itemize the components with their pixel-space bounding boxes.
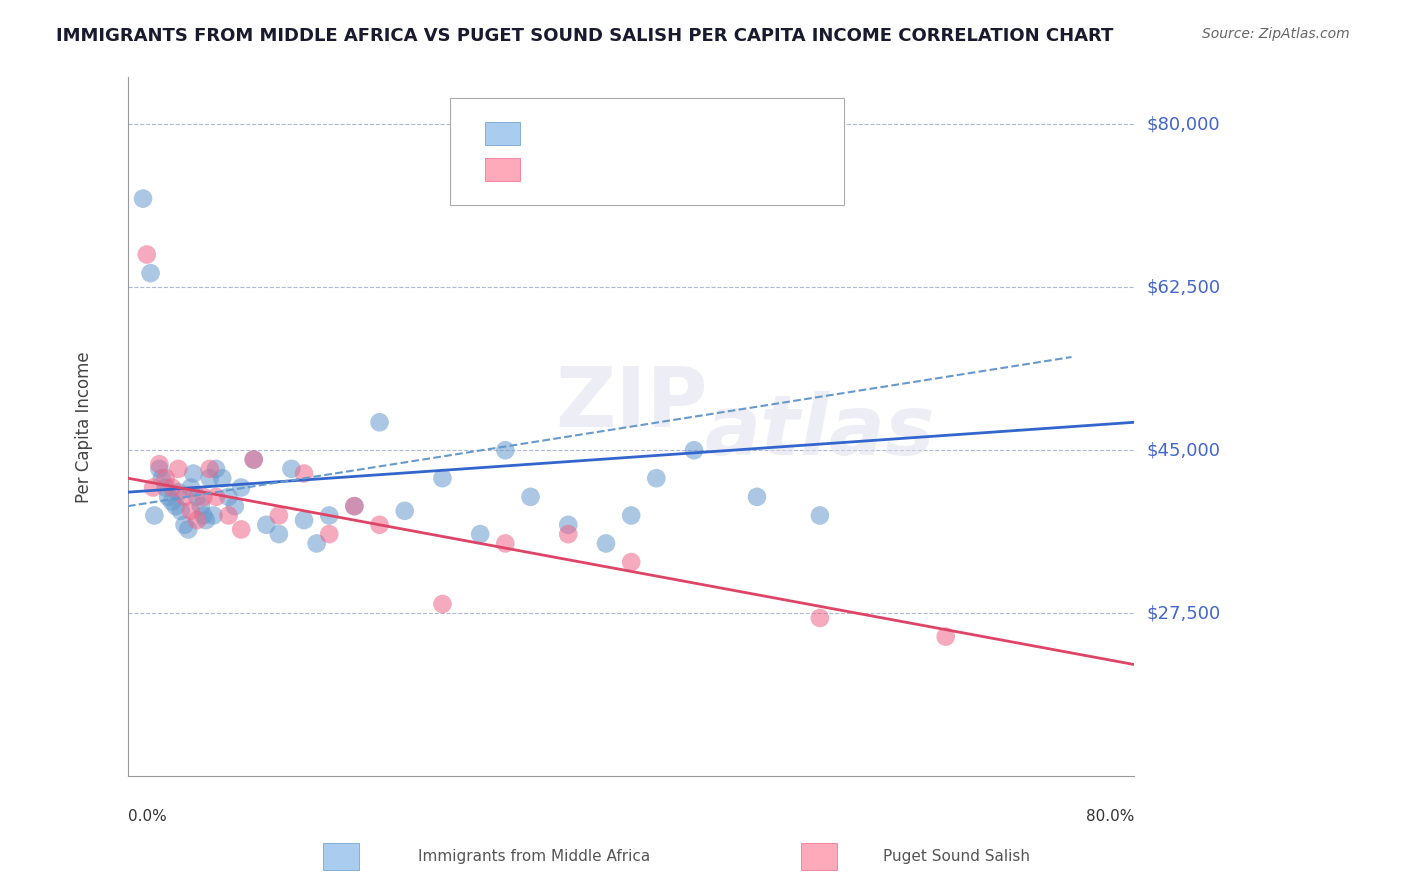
blue bbox=[808, 508, 831, 523]
blue bbox=[165, 499, 187, 513]
blue bbox=[190, 499, 212, 513]
blue bbox=[683, 443, 706, 458]
Text: 0.0%: 0.0% bbox=[128, 809, 167, 824]
Text: Source: ZipAtlas.com: Source: ZipAtlas.com bbox=[1202, 27, 1350, 41]
Text: atlas: atlas bbox=[704, 391, 935, 472]
Text: N =: N = bbox=[682, 125, 713, 143]
blue bbox=[368, 415, 391, 429]
blue bbox=[218, 490, 240, 504]
blue bbox=[557, 517, 579, 532]
blue bbox=[211, 471, 233, 485]
blue bbox=[170, 504, 193, 518]
blue bbox=[432, 471, 454, 485]
blue bbox=[143, 508, 166, 523]
blue bbox=[231, 481, 253, 495]
pink bbox=[205, 490, 228, 504]
pink bbox=[494, 536, 516, 550]
blue bbox=[183, 467, 205, 481]
Text: $27,500: $27,500 bbox=[1147, 605, 1222, 623]
Text: 47: 47 bbox=[724, 125, 748, 143]
blue bbox=[645, 471, 668, 485]
blue bbox=[254, 517, 277, 532]
Text: Immigrants from Middle Africa: Immigrants from Middle Africa bbox=[418, 849, 651, 863]
Text: Puget Sound Salish: Puget Sound Salish bbox=[883, 849, 1029, 863]
blue bbox=[167, 485, 190, 500]
pink bbox=[160, 481, 183, 495]
blue bbox=[242, 452, 264, 467]
blue bbox=[150, 471, 173, 485]
pink bbox=[231, 523, 253, 537]
blue bbox=[224, 499, 246, 513]
pink bbox=[808, 611, 831, 625]
pink bbox=[198, 462, 221, 476]
blue bbox=[305, 536, 328, 550]
pink bbox=[292, 467, 315, 481]
blue bbox=[595, 536, 617, 550]
pink bbox=[180, 504, 202, 518]
pink bbox=[173, 490, 195, 504]
blue bbox=[202, 508, 225, 523]
blue bbox=[194, 513, 217, 527]
blue bbox=[343, 499, 366, 513]
pink bbox=[167, 462, 190, 476]
blue bbox=[494, 443, 516, 458]
blue bbox=[280, 462, 302, 476]
pink bbox=[343, 499, 366, 513]
pink bbox=[935, 630, 957, 644]
blue bbox=[155, 481, 177, 495]
pink bbox=[242, 452, 264, 467]
blue bbox=[620, 508, 643, 523]
pink bbox=[186, 513, 208, 527]
Text: R =: R = bbox=[541, 125, 572, 143]
pink bbox=[267, 508, 290, 523]
Text: $45,000: $45,000 bbox=[1147, 442, 1220, 459]
blue bbox=[292, 513, 315, 527]
blue bbox=[180, 481, 202, 495]
blue bbox=[193, 508, 215, 523]
pink bbox=[135, 247, 157, 261]
Text: -0.342: -0.342 bbox=[598, 161, 657, 178]
pink bbox=[148, 457, 170, 471]
pink bbox=[155, 471, 177, 485]
blue bbox=[519, 490, 541, 504]
blue bbox=[394, 504, 416, 518]
blue bbox=[148, 462, 170, 476]
pink bbox=[142, 481, 165, 495]
Text: Per Capita Income: Per Capita Income bbox=[75, 351, 93, 503]
blue bbox=[157, 490, 180, 504]
Text: 0.111: 0.111 bbox=[605, 125, 657, 143]
pink bbox=[218, 508, 240, 523]
Text: 80.0%: 80.0% bbox=[1085, 809, 1135, 824]
Text: R =: R = bbox=[541, 161, 572, 178]
blue bbox=[132, 192, 155, 206]
blue bbox=[267, 527, 290, 541]
blue bbox=[198, 471, 221, 485]
blue bbox=[177, 523, 200, 537]
Text: N =: N = bbox=[682, 161, 713, 178]
pink bbox=[318, 527, 340, 541]
pink bbox=[432, 597, 454, 611]
Text: $62,500: $62,500 bbox=[1147, 278, 1222, 296]
pink bbox=[620, 555, 643, 569]
pink bbox=[368, 517, 391, 532]
Text: ZIP: ZIP bbox=[555, 363, 707, 444]
blue bbox=[160, 494, 183, 508]
pink bbox=[193, 490, 215, 504]
blue bbox=[318, 508, 340, 523]
pink bbox=[557, 527, 579, 541]
blue bbox=[186, 490, 208, 504]
blue bbox=[470, 527, 492, 541]
Text: IMMIGRANTS FROM MIDDLE AFRICA VS PUGET SOUND SALISH PER CAPITA INCOME CORRELATIO: IMMIGRANTS FROM MIDDLE AFRICA VS PUGET S… bbox=[56, 27, 1114, 45]
Text: 26: 26 bbox=[724, 161, 747, 178]
blue bbox=[205, 462, 228, 476]
blue bbox=[745, 490, 768, 504]
blue bbox=[173, 517, 195, 532]
Text: $80,000: $80,000 bbox=[1147, 115, 1220, 133]
blue bbox=[139, 266, 162, 280]
